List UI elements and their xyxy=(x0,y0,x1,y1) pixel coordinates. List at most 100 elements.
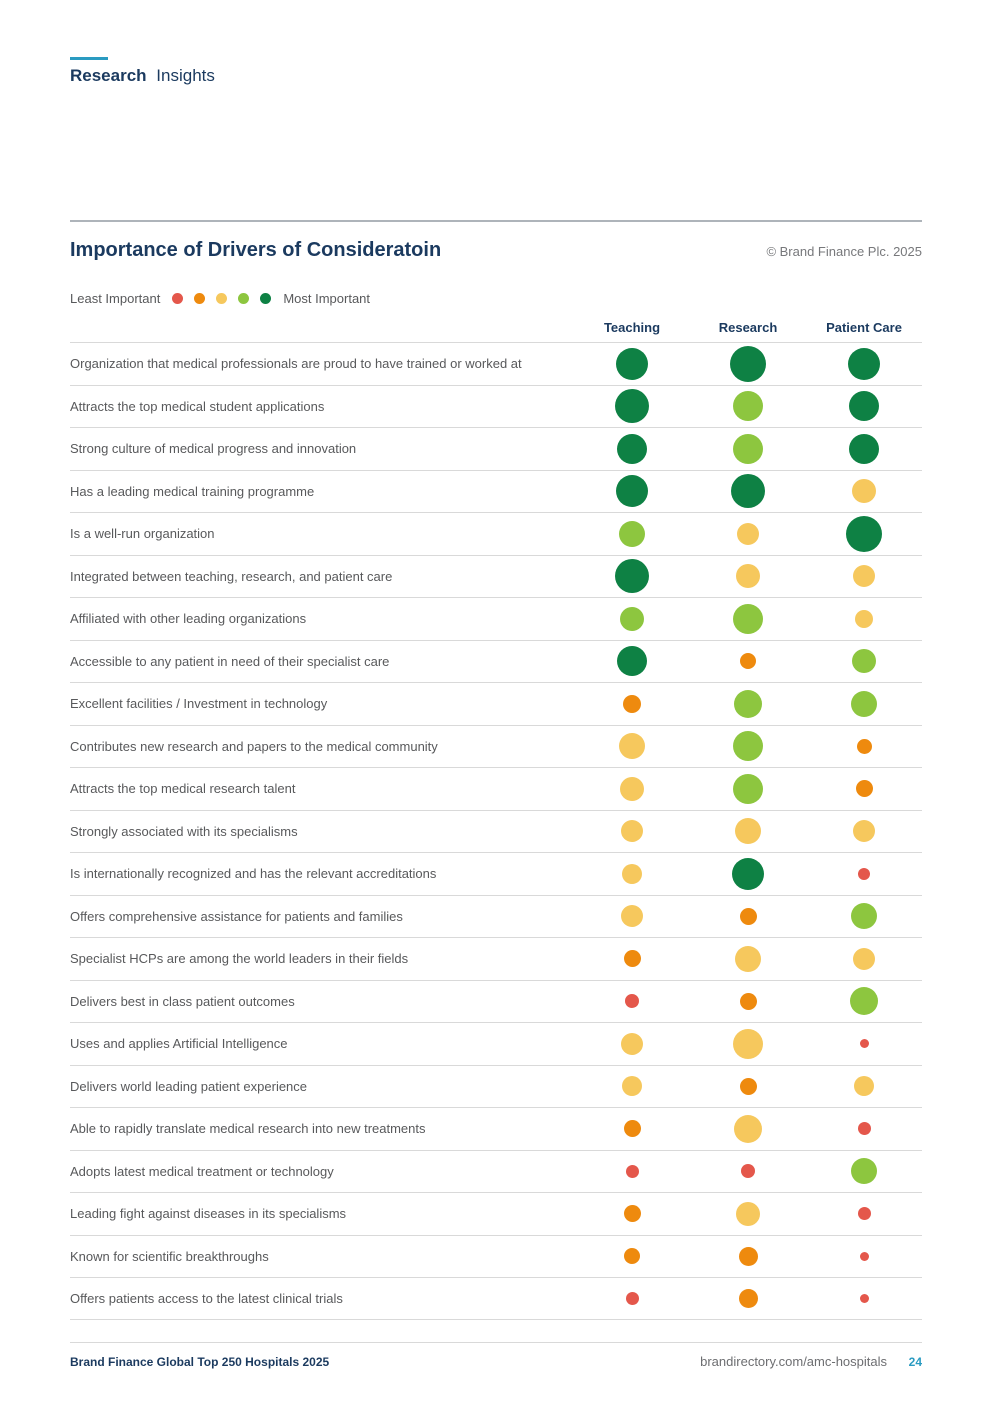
driver-label: Leading fight against diseases in its sp… xyxy=(70,1206,347,1222)
importance-dot xyxy=(736,1201,760,1226)
importance-dot xyxy=(623,1205,641,1223)
matrix-cell xyxy=(690,818,806,845)
page-footer: Brand Finance Global Top 250 Hospitals 2… xyxy=(70,1354,922,1369)
table-row: Integrated between teaching, research, a… xyxy=(70,554,922,598)
table-row: Is a well-run organization xyxy=(70,512,922,555)
column-headers: Teaching Research Patient Care xyxy=(70,314,922,340)
matrix-cell xyxy=(806,609,922,628)
legend-dot-light-green xyxy=(238,293,250,304)
table-row: Offers patients access to the latest cli… xyxy=(70,1277,922,1320)
table-row: Able to rapidly translate medical resear… xyxy=(70,1107,922,1150)
matrix-cell xyxy=(690,731,806,762)
column-header-research: Research xyxy=(718,319,778,335)
table-row: Delivers best in class patient outcomes xyxy=(70,979,922,1023)
header-divider xyxy=(70,220,922,222)
legend-dot-dark-green xyxy=(260,293,272,304)
importance-dot xyxy=(619,733,645,760)
driver-label: Affiliated with other leading organizati… xyxy=(70,611,307,627)
matrix-cell xyxy=(806,515,922,552)
driver-label: Integrated between teaching, research, a… xyxy=(70,568,393,584)
importance-dot xyxy=(623,950,641,968)
table-row: Known for scientific breakthroughs xyxy=(70,1234,922,1278)
importance-dot xyxy=(731,474,765,509)
matrix-cell xyxy=(806,565,922,588)
matrix-cell xyxy=(806,391,922,422)
matrix-cell xyxy=(806,649,922,674)
matrix-cell xyxy=(690,1201,806,1226)
legend-most-label: Most Important xyxy=(283,291,371,306)
matrix-cell xyxy=(806,947,922,970)
importance-dot xyxy=(621,1032,643,1055)
importance-dot xyxy=(735,818,761,845)
matrix-cell xyxy=(806,479,922,504)
importance-dot xyxy=(856,738,872,754)
table-row: Attracts the top medical student applica… xyxy=(70,384,922,428)
matrix-cell xyxy=(690,1288,806,1308)
matrix-cell xyxy=(574,389,690,424)
legend-least-label: Least Important xyxy=(70,291,161,306)
eyebrow-bold-text: Research xyxy=(70,66,147,85)
driver-label: Offers comprehensive assistance for pati… xyxy=(70,908,403,924)
driver-label: Strong culture of medical progress and i… xyxy=(70,441,357,457)
table-row: Attracts the top medical research talent xyxy=(70,767,922,810)
legend-dot-orange xyxy=(194,293,206,304)
driver-label: Known for scientific breakthroughs xyxy=(70,1248,269,1264)
drivers-importance-matrix: Organization that medical professionals … xyxy=(70,342,922,1320)
importance-legend: Least Important Most Important xyxy=(70,291,922,306)
matrix-cell xyxy=(690,689,806,718)
importance-dot xyxy=(733,1028,763,1059)
matrix-cell xyxy=(574,994,690,1009)
importance-dot xyxy=(850,987,878,1016)
importance-dot xyxy=(853,947,875,970)
importance-dot xyxy=(732,857,764,890)
importance-dot xyxy=(848,347,880,380)
matrix-cell xyxy=(690,1028,806,1059)
legend-scale-dots xyxy=(172,293,272,304)
importance-dot xyxy=(846,515,882,552)
matrix-cell xyxy=(574,1164,690,1178)
matrix-cell xyxy=(690,345,806,382)
matrix-cell xyxy=(690,474,806,509)
importance-dot xyxy=(851,1158,877,1185)
importance-dot xyxy=(733,433,763,464)
matrix-cell xyxy=(690,773,806,804)
matrix-cell xyxy=(806,1122,922,1136)
importance-dot xyxy=(733,603,763,634)
importance-dot xyxy=(625,1291,639,1305)
driver-label: Specialist HCPs are among the world lead… xyxy=(70,951,409,967)
driver-label: Offers patients access to the latest cli… xyxy=(70,1290,343,1306)
matrix-cell xyxy=(574,520,690,547)
importance-dot xyxy=(624,1248,640,1265)
matrix-cell xyxy=(574,905,690,928)
table-row: Adopts latest medical treatment or techn… xyxy=(70,1149,922,1193)
importance-dot xyxy=(617,433,647,464)
matrix-cell xyxy=(690,1246,806,1266)
footer-url-link[interactable]: brandirectory.com/amc-hospitals xyxy=(700,1354,888,1369)
matrix-cell xyxy=(806,1207,922,1221)
matrix-cell xyxy=(574,606,690,631)
importance-dot xyxy=(858,867,870,880)
matrix-cell xyxy=(806,903,922,930)
driver-label: Organization that medical professionals … xyxy=(70,356,522,372)
importance-dot xyxy=(737,522,759,545)
importance-dot xyxy=(623,1120,641,1138)
page-number: 24 xyxy=(908,1355,922,1369)
importance-dot xyxy=(625,1164,639,1178)
matrix-cell xyxy=(806,347,922,380)
matrix-cell xyxy=(574,820,690,843)
driver-label: Is a well-run organization xyxy=(70,526,215,542)
driver-label: Adopts latest medical treatment or techn… xyxy=(70,1163,334,1179)
legend-dot-yellow xyxy=(216,293,228,304)
driver-label: Uses and applies Artificial Intelligence xyxy=(70,1036,288,1052)
importance-dot xyxy=(851,903,877,930)
importance-dot xyxy=(852,649,876,674)
driver-label: Delivers best in class patient outcomes xyxy=(70,993,295,1009)
importance-dot xyxy=(854,1076,874,1097)
matrix-cell xyxy=(690,1164,806,1179)
column-header-patient-care: Patient Care xyxy=(826,319,902,335)
importance-dot xyxy=(859,1039,869,1049)
footer-report-title: Brand Finance Global Top 250 Hospitals 2… xyxy=(70,1355,330,1369)
table-row: Offers comprehensive assistance for pati… xyxy=(70,894,922,938)
importance-dot xyxy=(740,653,756,670)
importance-dot xyxy=(619,520,645,547)
